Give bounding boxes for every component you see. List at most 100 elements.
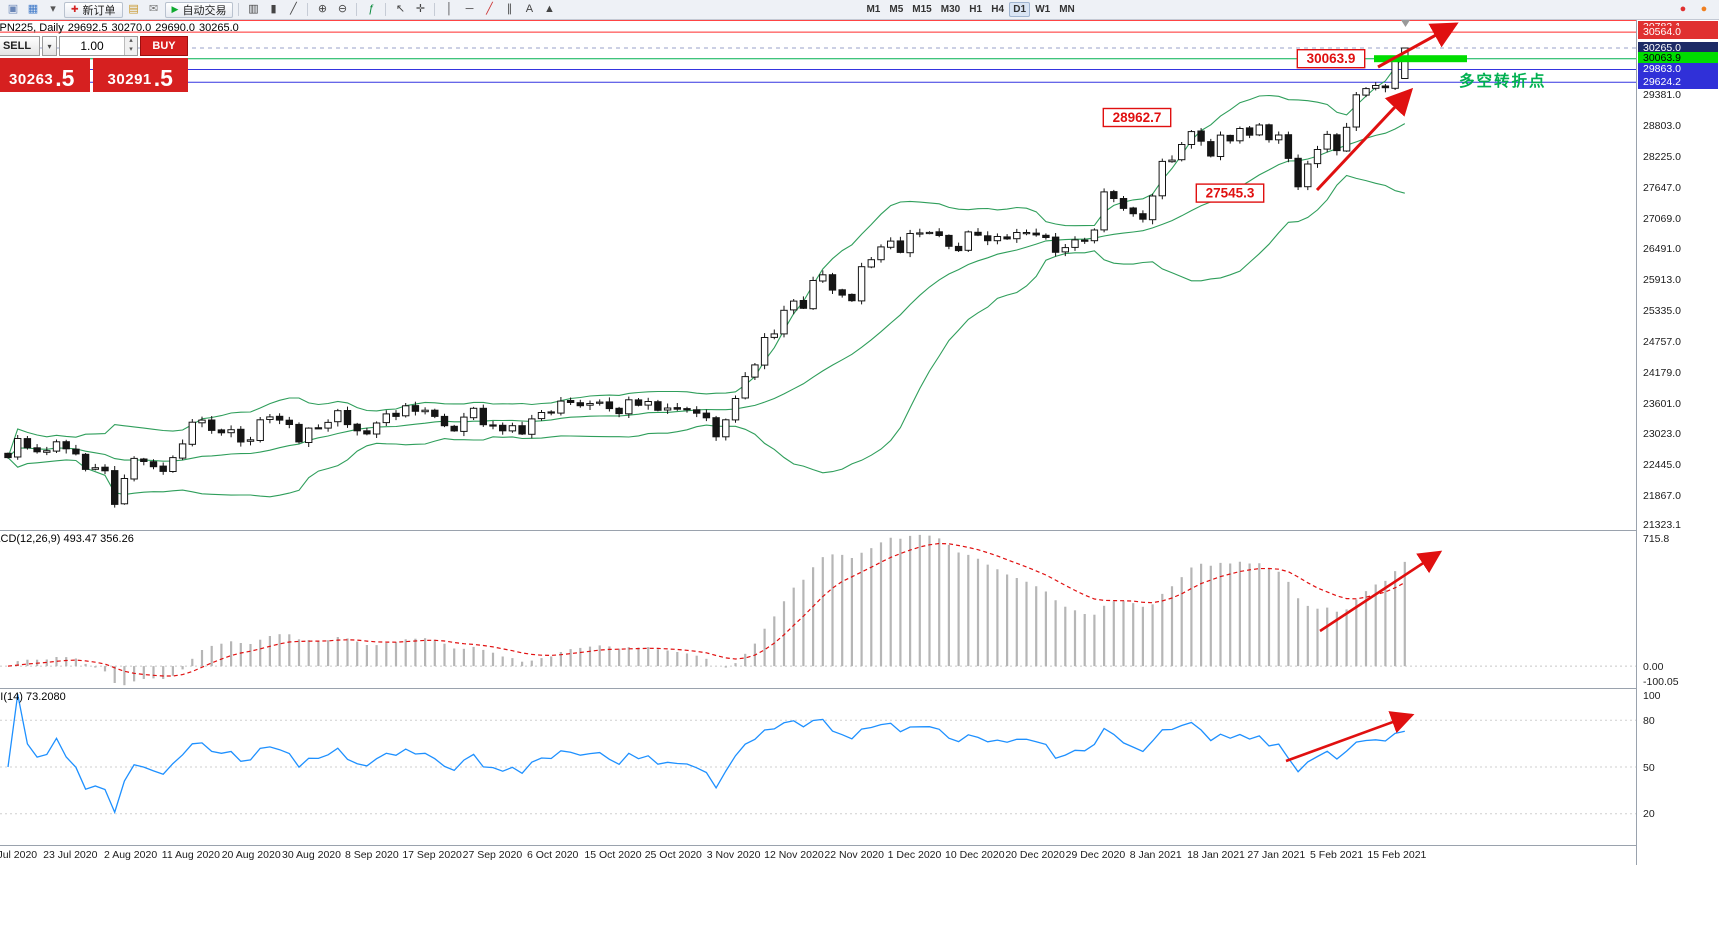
date-tick-label: 23 Jul 2020 <box>43 849 98 861</box>
price-marker-chip: 29863.0 <box>1638 62 1718 76</box>
toolbar-separator <box>238 3 240 16</box>
line-chart-icon[interactable]: ╱ <box>290 3 297 15</box>
vertical-line-icon[interactable]: │ <box>446 3 453 15</box>
timeframe-h4[interactable]: H4 <box>991 4 1005 15</box>
date-tick-label: 10 Dec 2020 <box>945 849 1005 861</box>
rsi-label: RSI(14) 73.2080 <box>0 691 66 703</box>
buy-price-int: 30291 <box>107 71 152 88</box>
timeframe-w1[interactable]: W1 <box>1035 4 1051 15</box>
timeframe-d1[interactable]: D1 <box>1009 2 1031 17</box>
mail-icon[interactable]: ✉ <box>148 3 159 15</box>
bar-chart-icon[interactable]: ▥ <box>248 3 259 15</box>
quote-close: 30265.0 <box>199 22 239 34</box>
macd-svg[interactable] <box>0 531 1636 688</box>
price-tick-label: 22445.0 <box>1643 459 1681 472</box>
date-tick-label: 5 Feb 2021 <box>1310 849 1364 861</box>
buy-button[interactable]: BUY <box>140 36 188 56</box>
date-tick-label: 27 Jan 2021 <box>1247 849 1306 861</box>
svg-text:28962.7: 28962.7 <box>1113 110 1162 125</box>
volume-down-button[interactable]: ▾ <box>125 46 137 55</box>
autotrade-button-label: 自动交易 <box>182 4 227 17</box>
autotrade-button[interactable]: ▶ 自动交易 <box>164 1 234 18</box>
price-tick-label: 26491.0 <box>1643 243 1681 256</box>
price-annotation[interactable]: 30063.9 <box>1296 49 1366 69</box>
toolbar-separator <box>434 3 436 16</box>
price-tick-label: 21323.1 <box>1643 519 1681 532</box>
rsi-trend-arrow[interactable] <box>1285 711 1415 763</box>
new-order-button-icon: ✚ <box>71 4 79 14</box>
price-annotation[interactable]: 27545.3 <box>1195 183 1265 203</box>
volume-input[interactable] <box>60 37 124 55</box>
cursor-icon[interactable]: ↖ <box>395 3 406 15</box>
system-menu-icon[interactable]: ▣ <box>7 3 19 15</box>
new-order-button-label: 新订单 <box>82 4 116 17</box>
price-tick-label: 24179.0 <box>1643 366 1681 379</box>
date-tick-label: 22 Nov 2020 <box>824 849 884 861</box>
timeframe-mn[interactable]: MN <box>1059 4 1075 15</box>
sell-button[interactable]: SELL <box>0 36 40 56</box>
news-alert-icon[interactable]: ● <box>1700 3 1708 15</box>
new-chart-icon[interactable]: ▦ <box>27 3 39 15</box>
chart-shift-marker[interactable] <box>1401 20 1410 27</box>
text-label-icon[interactable]: A <box>525 3 534 15</box>
quote-open: 29692.5 <box>67 22 108 34</box>
horizontal-line-icon[interactable]: ─ <box>465 3 474 15</box>
connection-status-icon[interactable]: ● <box>1679 3 1687 15</box>
rsi-svg[interactable] <box>0 689 1636 845</box>
one-click-trading-panel: SELL ▾ ▴ ▾ BUY 30263.5 30291.5 <box>0 36 188 92</box>
price-marker-chip: 30063.9 <box>1638 52 1718 66</box>
timeframe-m5[interactable]: M5 <box>889 4 904 15</box>
timeframe-h1[interactable]: H1 <box>969 4 983 15</box>
date-tick-label: 8 Jan 2021 <box>1129 849 1182 861</box>
macd-axis-zero: 0.00 <box>1643 660 1664 673</box>
price-annotation[interactable]: 28962.7 <box>1102 107 1172 128</box>
trend-arrows[interactable] <box>1315 22 1459 192</box>
rsi-axis-label: 80 <box>1643 714 1655 727</box>
zoom-in-icon[interactable]: ⊕ <box>317 3 328 15</box>
timeframe-group: M1 M5 M15 M30 H1 H4 D1 W1 MN <box>862 2 1078 17</box>
rsi-axis-label: 20 <box>1643 808 1655 821</box>
new-order-button[interactable]: ✚ 新订单 <box>64 1 123 18</box>
main-chart-svg[interactable]: 30063.9 28962.7 27545.3 多空转折点 <box>0 20 1636 530</box>
zoom-out-icon[interactable]: ⊖ <box>337 3 348 15</box>
candlestick-icon[interactable]: ▮ <box>270 3 277 15</box>
price-tick-label: 27069.0 <box>1643 212 1681 225</box>
volume-up-button[interactable]: ▴ <box>125 37 137 46</box>
toolbar-separator <box>385 3 387 16</box>
chart-list-caret-icon[interactable]: ▾ <box>50 3 56 15</box>
rsi-indicator-panel[interactable]: RSI(14) 73.2080 <box>0 689 1636 845</box>
horizontal-line-objects[interactable] <box>0 20 1636 83</box>
price-tick-label: 21867.0 <box>1643 490 1681 503</box>
timeframe-m15[interactable]: M15 <box>912 4 932 15</box>
volume-field: ▴ ▾ <box>59 36 138 56</box>
toolbar-separator <box>356 3 358 16</box>
date-tick-label: 27 Sep 2020 <box>462 849 523 861</box>
price-tick-label: 25913.0 <box>1643 274 1681 287</box>
quote-high: 30270.0 <box>111 22 152 34</box>
arrow-object-icon[interactable]: ▲ <box>544 3 555 15</box>
date-tick-label: 17 Sep 2020 <box>402 849 462 861</box>
timeframe-m1[interactable]: M1 <box>866 4 881 15</box>
trendline-icon[interactable]: ╱ <box>486 3 493 15</box>
crosshair-icon[interactable]: ✛ <box>415 3 426 15</box>
indicators-icon[interactable]: ƒ <box>368 3 375 15</box>
order-type-caret-icon[interactable]: ▾ <box>42 36 57 56</box>
macd-trend-arrow[interactable] <box>1319 550 1443 633</box>
quote-low: 29690.0 <box>155 22 195 34</box>
channel-icon[interactable]: ∥ <box>506 3 513 15</box>
profiles-icon[interactable]: ▤ <box>128 3 139 15</box>
panel-separator <box>0 530 1719 531</box>
macd-indicator-panel[interactable]: MACD(12,26,9) 493.47 356.26 <box>0 531 1636 688</box>
price-marker-chip: 29624.2 <box>1638 75 1718 89</box>
green-resistance-bar[interactable] <box>1374 55 1467 63</box>
candles-layer <box>4 47 1409 508</box>
buy-price-display: 30291.5 <box>92 58 188 92</box>
timeframe-m30[interactable]: M30 <box>940 4 961 15</box>
date-tick-label: 30 Aug 2020 <box>282 849 341 861</box>
panel-separator <box>0 845 1719 846</box>
bollinger-bands <box>7 53 1406 498</box>
price-axis[interactable]: 29381.0 28803.0 28225.0 27647.0 27069.0 26491… <box>1636 20 1719 865</box>
turning-point-note[interactable]: 多空转折点 <box>1459 71 1547 90</box>
main-chart-panel[interactable]: JPN225, Daily 29692.5 30270.0 29690.0 30265.… <box>0 20 1636 530</box>
